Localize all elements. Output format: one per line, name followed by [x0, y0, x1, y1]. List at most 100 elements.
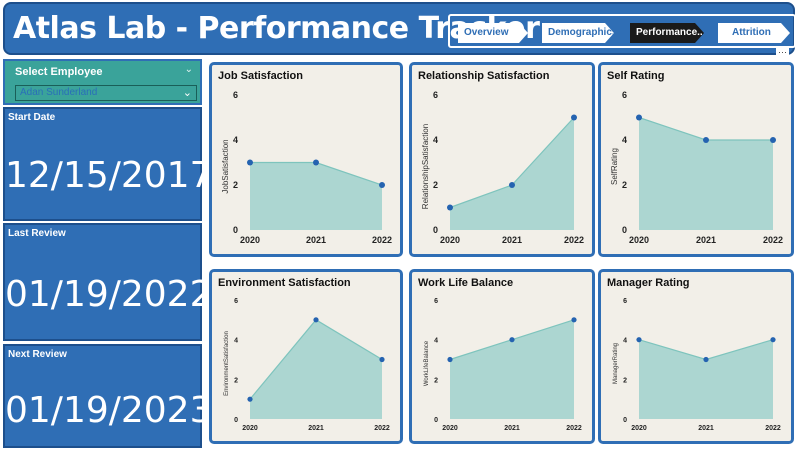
- work-life-balance-card: Work Life Balance 0 2 4 6 WorkLifeBalance 202…: [409, 269, 595, 444]
- relationship-satisfaction-card: Relationship Satisfaction 0 2 4 6 Relationsh…: [409, 62, 595, 257]
- start-date-card: Start Date 12/15/2017: [3, 107, 213, 221]
- page-navigator: Overview Demographics Performance.. Attr…: [448, 14, 796, 48]
- y-tick-label: 2: [622, 180, 627, 190]
- tab-overview[interactable]: Overview: [458, 23, 528, 43]
- y-tick-label: 0: [433, 225, 438, 235]
- y-axis-label: WorkLifeBalance: [424, 340, 430, 386]
- y-tick-label: 4: [623, 338, 627, 345]
- slicer-label: Select Employee: [15, 66, 103, 78]
- data-point: [703, 356, 709, 363]
- manager-rating-card: Manager Rating 0 2 4 6 ManagerRating 2020 2021…: [598, 269, 794, 444]
- y-axis-label: JobSatisfaction: [221, 139, 230, 193]
- chevron-down-icon[interactable]: ⌄: [182, 87, 192, 99]
- more-options-icon[interactable]: ···: [776, 47, 789, 57]
- tab-demographics[interactable]: Demographics: [542, 23, 614, 43]
- employee-dropdown[interactable]: Adan Sunderland ⌄: [15, 85, 197, 101]
- y-tick-label: 0: [434, 417, 438, 424]
- environment-satisfaction-card: Environment Satisfaction 0 2 4 6 Environment…: [209, 269, 403, 444]
- y-tick-label: 0: [622, 225, 627, 235]
- tab-performance[interactable]: Performance..: [630, 23, 704, 43]
- data-point: [571, 114, 577, 121]
- chart-title: Environment Satisfaction: [218, 277, 351, 289]
- x-tick-label: 2020: [629, 235, 649, 245]
- x-tick-label: 2021: [698, 425, 714, 432]
- data-point: [379, 182, 385, 188]
- y-tick-label: 4: [234, 338, 238, 345]
- x-tick-label: 2020: [631, 425, 647, 432]
- x-tick-label: 2022: [566, 425, 582, 432]
- data-point: [636, 337, 642, 343]
- employee-slicer: Select Employee ⌄ Adan Sunderland ⌄: [3, 59, 202, 105]
- data-point: [379, 356, 385, 363]
- y-tick-label: 6: [233, 90, 238, 100]
- last-review-label: Last Review: [8, 228, 66, 239]
- y-axis-label: EnvironmentSatisfaction: [224, 331, 230, 396]
- x-tick-label: 2022: [374, 425, 390, 432]
- y-tick-label: 6: [623, 298, 627, 305]
- y-tick-label: 4: [434, 338, 438, 345]
- y-axis-label: ManagerRating: [613, 343, 619, 384]
- x-tick-label: 2022: [763, 235, 783, 245]
- data-point: [509, 182, 515, 188]
- x-tick-label: 2021: [696, 235, 716, 245]
- data-point: [313, 317, 319, 323]
- x-tick-label: 2020: [242, 425, 258, 432]
- y-tick-label: 4: [233, 135, 238, 145]
- x-tick-label: 2020: [442, 425, 458, 432]
- data-point: [447, 356, 453, 363]
- chart-title: Job Satisfaction: [218, 70, 303, 82]
- y-tick-label: 6: [434, 298, 438, 305]
- y-tick-label: 4: [622, 135, 627, 145]
- data-point: [313, 159, 319, 166]
- data-point: [770, 137, 776, 143]
- chart-title: Self Rating: [607, 70, 665, 82]
- next-review-card: Next Review 01/19/2023: [3, 344, 213, 448]
- y-tick-label: 0: [234, 417, 238, 424]
- x-tick-label: 2022: [765, 425, 781, 432]
- x-tick-label: 2020: [440, 235, 460, 245]
- y-axis-label: SelfRating: [610, 148, 619, 185]
- area-fill: [639, 339, 773, 419]
- x-tick-label: 2021: [308, 425, 324, 432]
- y-tick-label: 0: [623, 417, 627, 424]
- start-date-value: 12/15/2017: [5, 155, 213, 196]
- y-tick-label: 6: [433, 90, 438, 100]
- x-tick-label: 2021: [504, 425, 520, 432]
- tab-attrition[interactable]: Attrition: [718, 23, 790, 43]
- next-review-value: 01/19/2023: [5, 390, 213, 431]
- collapse-chevron-icon[interactable]: ⌄: [184, 64, 193, 75]
- y-tick-label: 2: [623, 377, 627, 384]
- relationship-satisfaction-chart: 0 2 4 6 RelationshipSatisfaction 2020 2021 2022: [421, 90, 584, 245]
- data-point: [447, 204, 453, 211]
- area-fill: [450, 319, 574, 419]
- self-rating-chart: 0 2 4 6 SelfRating 2020 2021 2022: [610, 90, 783, 245]
- area-fill: [450, 117, 574, 230]
- chart-title: Relationship Satisfaction: [418, 70, 550, 82]
- next-review-label: Next Review: [8, 349, 67, 360]
- app-title: Atlas Lab - Performance Tracker: [13, 11, 540, 46]
- x-tick-label: 2020: [240, 235, 260, 245]
- data-point: [247, 159, 253, 166]
- y-tick-label: 0: [233, 225, 238, 235]
- employee-dropdown-value: Adan Sunderland: [20, 87, 98, 98]
- header-banner: Atlas Lab - Performance Tracker Overview…: [3, 2, 796, 55]
- x-tick-label: 2021: [306, 235, 326, 245]
- job-satisfaction-card: Job Satisfaction 0 2 4 6 JobSatisfaction 2020…: [209, 62, 403, 257]
- data-point: [770, 337, 776, 343]
- start-date-label: Start Date: [8, 112, 56, 123]
- data-point: [703, 137, 709, 143]
- y-tick-label: 2: [234, 377, 238, 384]
- y-tick-label: 6: [622, 90, 627, 100]
- chart-title: Manager Rating: [607, 277, 690, 289]
- data-point: [571, 317, 577, 323]
- last-review-card: Last Review 01/19/2022: [3, 223, 213, 341]
- environment-satisfaction-chart: 0 2 4 6 EnvironmentSatisfaction 2020 2021 2022: [224, 298, 390, 432]
- manager-rating-chart: 0 2 4 6 ManagerRating 2020 2021 2022: [613, 298, 781, 432]
- data-point: [509, 337, 515, 343]
- y-tick-label: 2: [434, 377, 438, 384]
- y-tick-label: 2: [433, 180, 438, 190]
- self-rating-card: Self Rating 0 2 4 6 SelfRating 2020 2021 2022: [598, 62, 794, 257]
- y-tick-label: 6: [234, 298, 238, 305]
- area-fill: [250, 319, 382, 419]
- job-satisfaction-chart: 0 2 4 6 JobSatisfaction 2020 2021 2022: [221, 90, 392, 245]
